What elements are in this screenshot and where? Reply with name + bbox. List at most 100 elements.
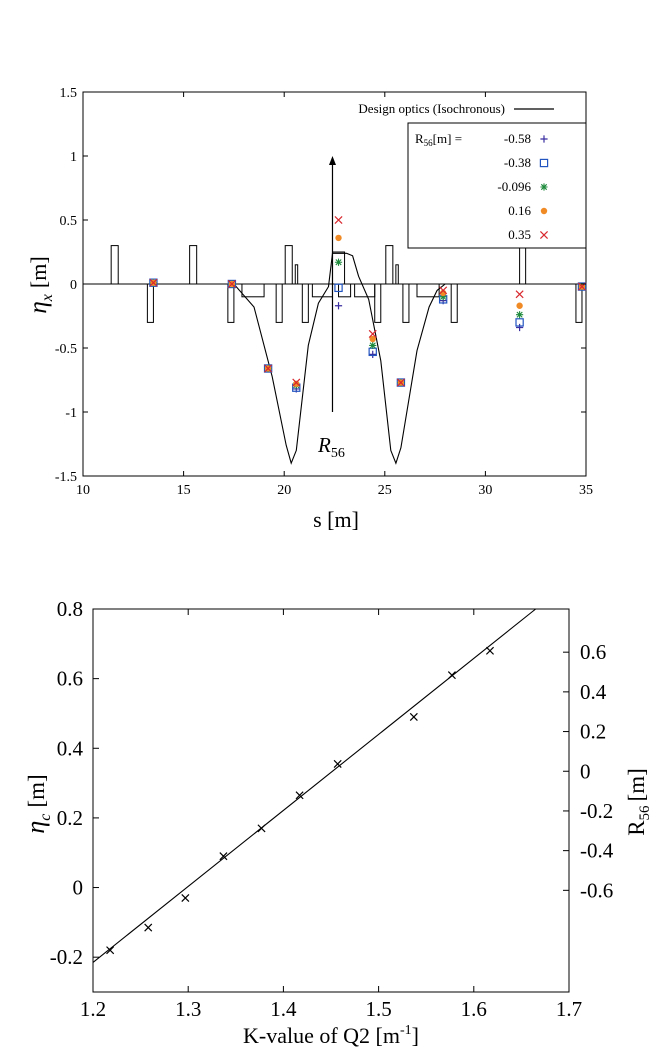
svg-text:ηx[m]: ηx[m] — [25, 256, 56, 313]
x-tick-label: 1.7 — [556, 997, 582, 1021]
y-tick-label: 0 — [70, 278, 77, 293]
y2-tick-label: -0.4 — [580, 839, 614, 863]
bottom-x-ticks: 1.2 1.3 1.4 1.5 1.6 1.7 — [80, 609, 582, 1021]
data-point-r56--0.096 — [439, 293, 447, 301]
bottom-y-ticks: 0.8 0.6 0.4 0.2 0 -0.2 — [50, 597, 99, 969]
legend-entry-label: 0.35 — [508, 227, 531, 242]
design-optics-curve — [83, 252, 586, 465]
magnet-element — [294, 264, 299, 285]
bottom-fit-line — [92, 608, 537, 963]
bottom-plot-frame — [92, 608, 570, 993]
x-tick-label: 20 — [277, 483, 291, 498]
y-tick-label: 1.5 — [60, 86, 78, 101]
top-legend-line-label: Design optics (Isochronous) — [358, 101, 505, 116]
legend-entry-label: -0.38 — [504, 155, 531, 170]
r56-arrow-head — [328, 156, 336, 165]
y-tick-label: -0.2 — [50, 945, 83, 969]
top-y-axis-label: ηx[m] — [25, 256, 56, 313]
data-point-r56-0.35 — [439, 286, 448, 295]
y-tick-label: 0.4 — [57, 736, 84, 760]
y2-tick-label: 0 — [580, 759, 591, 783]
y-tick-label: -1 — [65, 406, 77, 421]
y-tick-label: 1 — [70, 150, 77, 165]
top-legend: Design optics (Isochronous) R56[m] = -0.… — [358, 101, 587, 249]
top-x-ticks: 10 15 20 25 30 35 — [76, 92, 593, 498]
magnet-element — [331, 251, 346, 285]
x-tick-label: 1.6 — [461, 997, 487, 1021]
x-tick-label: 25 — [378, 483, 392, 498]
x-tick-label: 1.2 — [80, 997, 106, 1021]
data-point-r56-0.16 — [293, 380, 300, 388]
data-point — [144, 923, 153, 932]
y-tick-label: -1.5 — [55, 470, 77, 485]
data-point-r56-0.35 — [227, 279, 236, 289]
data-point-r56-0.35 — [515, 290, 524, 299]
legend-entry-marker — [540, 135, 548, 143]
data-point-r56-0.35 — [368, 329, 377, 338]
legend-entry-marker — [540, 183, 548, 191]
y2-tick-label: -0.6 — [580, 878, 613, 902]
bottom-data-points — [106, 646, 495, 955]
top-legend-header: R56[m] = — [415, 131, 462, 148]
top-y-ticks: 1.5 1 0.5 0 -0.5 -1 -1.5 — [55, 86, 586, 485]
top-chart: 10 15 20 25 30 35 1.5 1 0.5 0 -0.5 -1 -1.5 R56 s [m… — [25, 86, 593, 532]
legend-entry-label: 0.16 — [508, 203, 531, 218]
svg-text:R56[m]: R56[m] — [624, 768, 653, 836]
y-tick-label: 0.6 — [57, 667, 83, 691]
data-point-r56-0.35 — [292, 378, 301, 387]
x-tick-label: 1.5 — [365, 997, 391, 1021]
magnet-element — [241, 283, 265, 298]
linear-fit-line — [92, 608, 537, 963]
data-point-r56--0.096 — [516, 311, 524, 319]
top-r56-arrow — [328, 156, 336, 412]
y-tick-label: 0.8 — [57, 597, 83, 621]
y-tick-label: 0.5 — [60, 214, 78, 229]
top-design-optics — [83, 252, 586, 465]
magnet-element — [110, 245, 119, 285]
data-point — [181, 893, 190, 903]
y2-tick-label: -0.2 — [580, 799, 613, 823]
data-point — [106, 946, 115, 955]
magnet-element — [450, 283, 458, 323]
magnet-element — [338, 283, 352, 298]
x-tick-label: 30 — [478, 483, 492, 498]
x-tick-label: 1.4 — [270, 997, 297, 1021]
magnet-element — [416, 283, 440, 298]
y-tick-label: -0.5 — [55, 342, 77, 357]
data-point-r56-0.35 — [396, 378, 405, 387]
legend-entry-marker — [539, 158, 549, 168]
top-annotation-r56: R56 — [317, 433, 345, 461]
data-point-r56--0.58 — [334, 302, 343, 310]
bottom-y2-ticks: 0.6 0.4 0.2 0 -0.2 -0.4 -0.6 — [563, 640, 614, 902]
data-point — [295, 791, 304, 800]
data-point-r56--0.38 — [515, 318, 524, 327]
magnet-element — [402, 283, 410, 323]
data-point — [257, 824, 266, 833]
y2-tick-label: 0.2 — [580, 720, 606, 744]
y-tick-label: 0.2 — [57, 806, 83, 830]
top-x-axis-label: s [m] — [313, 507, 359, 532]
svg-text:ηc[m]: ηc[m] — [21, 774, 54, 833]
x-tick-label: 10 — [76, 483, 90, 498]
magnet-element — [284, 245, 293, 285]
x-tick-label: 15 — [177, 483, 191, 498]
data-point-r56--0.38 — [334, 283, 343, 293]
magnet-element — [374, 283, 382, 323]
data-point-r56--0.096 — [369, 341, 377, 350]
y2-tick-label: 0.4 — [580, 680, 607, 704]
data-point — [485, 646, 495, 655]
bottom-y-axis-label: ηc[m] — [21, 774, 54, 833]
bottom-chart: 1.2 1.3 1.4 1.5 1.6 1.7 0.8 0.6 0.4 0.2 0 -0.2 0.6… — [21, 597, 653, 1048]
magnet-element — [311, 283, 333, 298]
legend-entry-marker — [539, 230, 549, 240]
top-legend-box — [407, 122, 587, 249]
magnet-element — [395, 264, 399, 285]
x-tick-label: 35 — [579, 483, 593, 498]
magnet-element — [385, 245, 394, 285]
y2-tick-label: 0.6 — [580, 640, 606, 664]
data-point-r56-0.16 — [369, 335, 376, 343]
bottom-y2-axis-label: R56[m] — [624, 768, 653, 836]
top-data-points — [149, 215, 587, 393]
data-point-r56--0.58 — [516, 323, 524, 332]
